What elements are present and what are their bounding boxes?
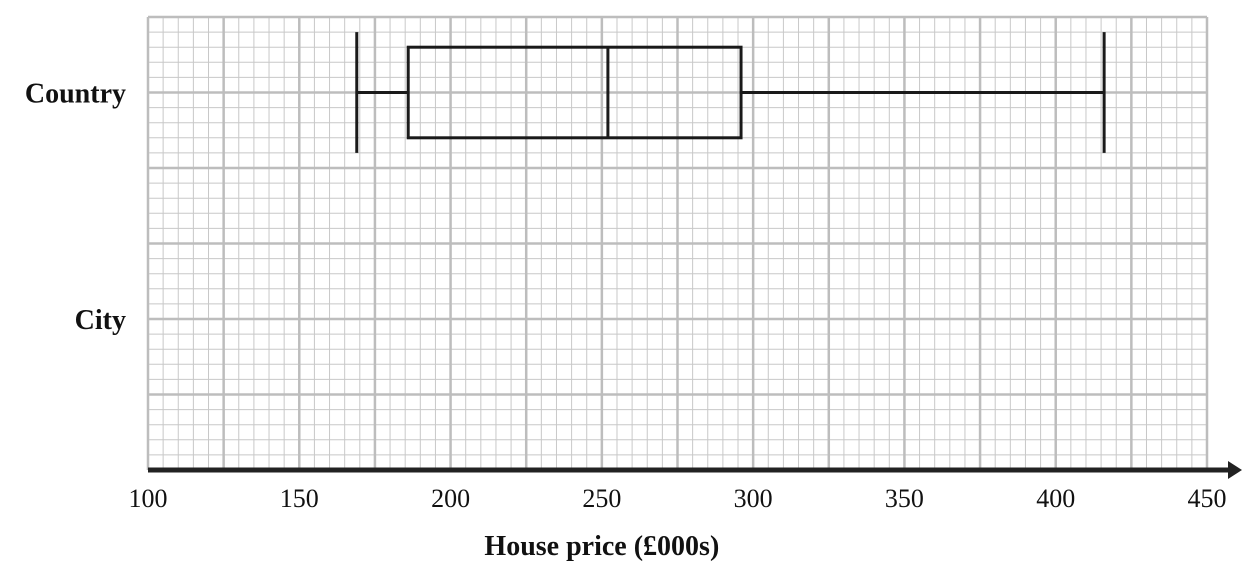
x-tick-label: 100 <box>129 484 168 513</box>
x-tick-label: 450 <box>1188 484 1227 513</box>
x-axis-arrow <box>1228 461 1242 479</box>
category-label-country: Country <box>25 79 126 110</box>
x-tick-label: 300 <box>734 484 773 513</box>
box-plots <box>355 32 1106 153</box>
x-tick-labels: 100 150 200 250 300 350 400 450 <box>129 484 1227 513</box>
graph-paper-grid <box>146 15 1209 472</box>
x-tick-label: 400 <box>1036 484 1075 513</box>
category-labels: Country City <box>25 79 126 337</box>
box-iqr <box>406 45 743 140</box>
category-label-city: City <box>75 305 126 336</box>
x-tick-label: 200 <box>431 484 470 513</box>
x-axis-title: House price (£000s) <box>484 531 719 562</box>
x-axis <box>148 461 1242 479</box>
x-tick-label: 250 <box>582 484 621 513</box>
x-tick-label: 350 <box>885 484 924 513</box>
x-tick-label: 150 <box>280 484 319 513</box>
